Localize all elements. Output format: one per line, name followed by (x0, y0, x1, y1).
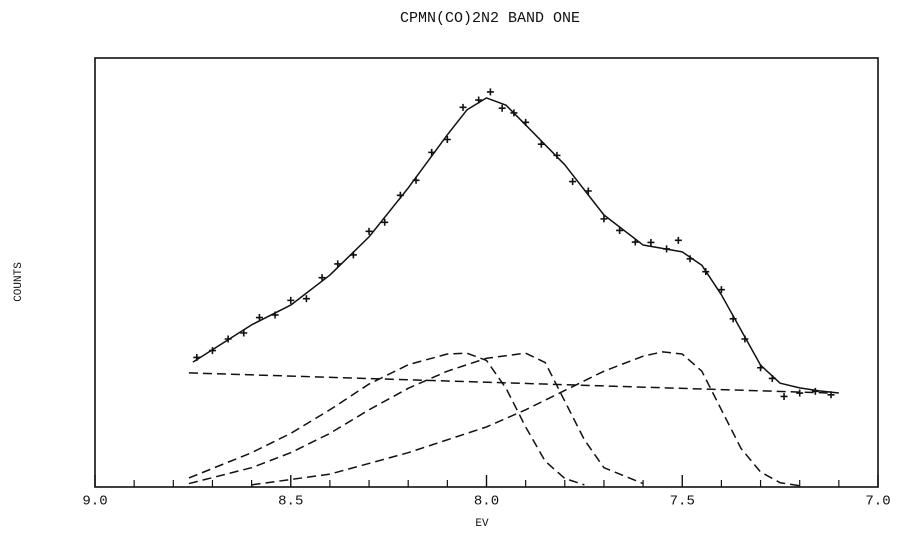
chart-title: CPMN(CO)2N2 BAND ONE (400, 10, 580, 27)
data-point (674, 236, 682, 244)
data-point (381, 218, 389, 226)
data-point (475, 96, 483, 104)
data-point (741, 335, 749, 343)
data-point (255, 314, 263, 322)
component-curve (188, 372, 832, 394)
data-point (537, 140, 545, 148)
data-point (780, 392, 788, 400)
data-point (553, 151, 561, 159)
x-axis-label: EV (475, 518, 489, 530)
data-point (811, 387, 819, 395)
component-curve (188, 352, 585, 486)
data-point (193, 353, 201, 361)
y-axis-label: COUNTS (13, 262, 25, 302)
data-point (647, 238, 655, 246)
data-point (208, 347, 216, 355)
data-point (768, 374, 776, 382)
fit-curve (192, 97, 839, 394)
data-point (600, 215, 608, 223)
data-point (443, 136, 451, 144)
plot-frame (94, 57, 879, 488)
data-point (412, 176, 420, 184)
data-point (365, 227, 373, 235)
data-point (510, 109, 518, 117)
data-point (287, 296, 295, 304)
data-point (663, 245, 671, 253)
data-point (631, 238, 639, 246)
data-point (757, 364, 765, 372)
data-point (498, 104, 506, 112)
data-point (702, 268, 710, 276)
data-point (318, 274, 326, 282)
component-curve (188, 352, 644, 485)
data-point (522, 118, 530, 126)
data-point (349, 251, 357, 259)
x-tick-label: 8.0 (474, 494, 499, 510)
x-tick-label: 8.5 (278, 494, 303, 510)
data-point (396, 191, 404, 199)
data-point (334, 260, 342, 268)
data-point (271, 311, 279, 319)
data-point (486, 88, 494, 96)
x-tick-label: 7.5 (670, 494, 695, 510)
data-point (827, 391, 835, 399)
data-point (584, 187, 592, 195)
data-point (686, 255, 694, 263)
data-point (729, 315, 737, 323)
data-point (224, 335, 232, 343)
data-point (796, 389, 804, 397)
data-point (240, 329, 248, 337)
data-point (717, 286, 725, 294)
data-point (569, 178, 577, 186)
data-point (616, 226, 624, 234)
x-tick-label: 7.0 (865, 494, 890, 510)
x-tick-label: 9.0 (82, 494, 107, 510)
component-curve (251, 351, 800, 487)
data-point (428, 148, 436, 156)
data-point (459, 103, 467, 111)
data-point (302, 295, 310, 303)
